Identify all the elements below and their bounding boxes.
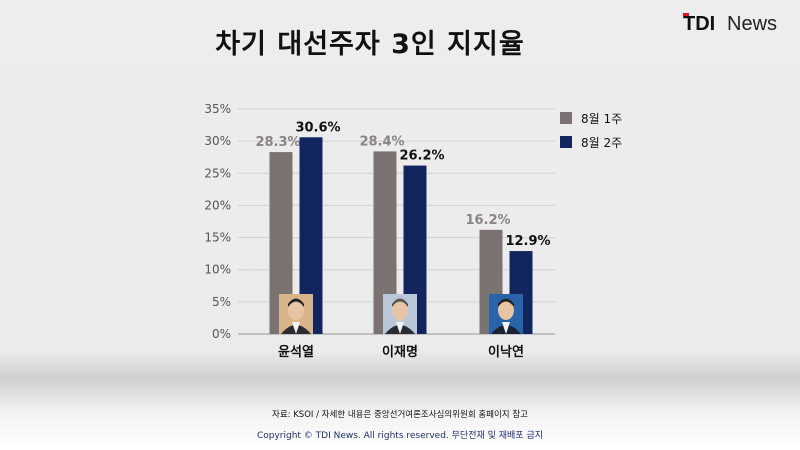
data-label: 28.4% bbox=[359, 134, 404, 149]
brand-news: News bbox=[727, 13, 778, 35]
legend: 8월 1주 8월 2주 bbox=[560, 108, 622, 156]
y-tick-label: 25% bbox=[204, 166, 231, 180]
legend-label-series-1: 8월 1주 bbox=[581, 111, 623, 126]
data-label: 26.2% bbox=[399, 149, 444, 164]
legend-item-series-2: 8월 2주 bbox=[560, 132, 622, 152]
y-tick-label: 10% bbox=[204, 263, 231, 277]
person-photo-yoon-icon bbox=[279, 294, 313, 334]
y-tick-label: 35% bbox=[204, 102, 231, 116]
person-photo-lee-ny-icon bbox=[489, 294, 523, 334]
y-tick-label: 20% bbox=[204, 198, 231, 212]
bar-1 bbox=[269, 152, 293, 334]
legend-swatch-series-2 bbox=[560, 136, 572, 148]
data-label: 12.9% bbox=[505, 234, 550, 249]
legend-swatch-series-1 bbox=[560, 112, 572, 124]
bar-1 bbox=[373, 151, 397, 334]
data-label: 16.2% bbox=[465, 213, 510, 228]
bar-2 bbox=[403, 165, 427, 334]
bar-2 bbox=[299, 137, 323, 334]
brand-red-mark bbox=[683, 13, 689, 16]
chart-title: 차기 대선주자 3인 지지율 bbox=[215, 29, 525, 60]
legend-label-series-2: 8월 2주 bbox=[581, 135, 623, 150]
x-tick-label: 윤석열 bbox=[278, 344, 314, 360]
y-tick-label: 30% bbox=[204, 134, 231, 148]
brand-tdi: TDI bbox=[683, 13, 716, 35]
x-tick-label: 이낙연 bbox=[488, 344, 524, 360]
brand-logo: TDI News bbox=[683, 13, 793, 39]
y-tick-label: 5% bbox=[212, 295, 231, 309]
source-note: 자료: KSOI / 자세한 내용은 중앙선거여론조사심의위원회 홈페이지 참고 bbox=[272, 410, 528, 420]
y-tick-label: 15% bbox=[204, 231, 231, 245]
y-tick-label: 0% bbox=[212, 327, 231, 341]
data-label: 30.6% bbox=[295, 120, 340, 135]
data-label: 28.3% bbox=[255, 135, 300, 150]
copyright-note: Copyright © TDI News. All rights reserve… bbox=[256, 431, 544, 441]
x-tick-label: 이재명 bbox=[382, 344, 418, 360]
legend-item-series-1: 8월 1주 bbox=[560, 108, 622, 128]
person-photo-lee-jm-icon bbox=[383, 294, 417, 334]
